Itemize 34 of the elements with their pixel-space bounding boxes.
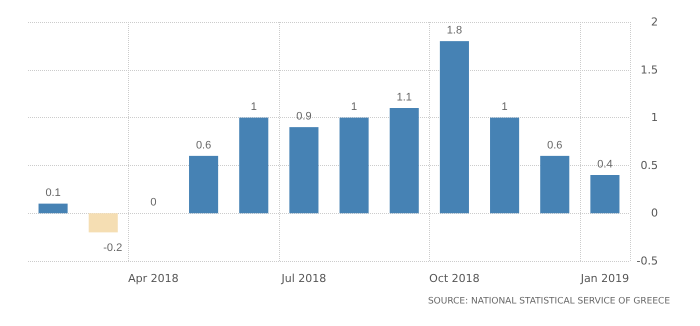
x-tick-label: Jan 2019 bbox=[580, 272, 630, 285]
data-label: 1.8 bbox=[446, 24, 462, 37]
bar bbox=[189, 156, 218, 214]
data-label: 0.9 bbox=[296, 110, 312, 123]
bar bbox=[38, 204, 68, 214]
bar bbox=[239, 118, 268, 214]
bar bbox=[289, 127, 318, 214]
data-label: 0.4 bbox=[597, 158, 613, 170]
data-label: 0.1 bbox=[45, 187, 61, 200]
y-tick-label: 2 bbox=[651, 16, 658, 28]
y-tick-label: 1 bbox=[651, 111, 658, 124]
data-label: 0 bbox=[150, 196, 156, 209]
data-label: 1 bbox=[502, 101, 508, 114]
data-label: 1 bbox=[250, 101, 257, 114]
data-label: 0.6 bbox=[547, 139, 562, 152]
bar bbox=[88, 213, 118, 232]
y-tick-label: -0.5 bbox=[636, 254, 658, 268]
y-tick-label: 0 bbox=[651, 206, 658, 220]
x-tick-label: Oct 2018 bbox=[429, 272, 480, 285]
bar bbox=[540, 156, 570, 214]
data-label: 1.1 bbox=[396, 92, 412, 104]
y-tick-label: 1.5 bbox=[640, 63, 658, 76]
y-tick-label: 0.5 bbox=[640, 158, 658, 172]
x-tick-label: Jul 2018 bbox=[280, 272, 326, 285]
data-label: 0.6 bbox=[196, 139, 212, 152]
bar bbox=[440, 41, 469, 214]
data-label: -0.2 bbox=[103, 242, 122, 254]
bar bbox=[340, 118, 369, 214]
bar bbox=[390, 108, 419, 214]
bar bbox=[590, 174, 620, 214]
x-tick-label: Apr 2018 bbox=[128, 272, 179, 285]
data-label: 1 bbox=[351, 101, 358, 114]
bar bbox=[490, 118, 520, 214]
source-note: SOURCE: NATIONAL STATISTICAL SERVICE OF GREECE bbox=[428, 296, 670, 306]
